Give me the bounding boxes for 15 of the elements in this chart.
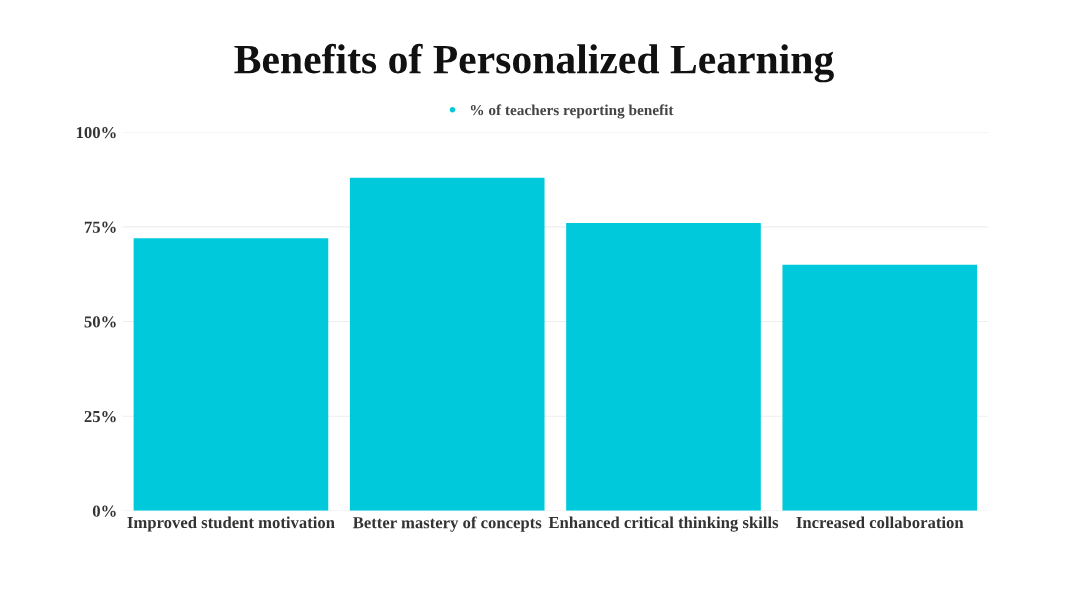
y-tick-label: 50% [84,316,116,328]
y-tick-label: 75% [84,221,116,233]
x-tick-label: Enhanced critical thinking skills [548,516,779,532]
y-tick-label: 0% [92,505,116,517]
bar [133,238,329,511]
bar [349,177,545,511]
x-tick-label: Better mastery of concepts [353,516,542,532]
bar [566,223,761,511]
chart-title: Benefits of Personalized Learning [234,43,834,83]
x-tick-label: Improved student motivation [127,516,335,532]
x-tick-label: Increased collaboration [796,516,964,529]
y-tick-label: 25% [84,410,116,423]
y-tick-label: 100% [76,126,116,139]
bar [782,264,978,511]
legend-label: % of teachers reporting benefit [470,104,674,119]
